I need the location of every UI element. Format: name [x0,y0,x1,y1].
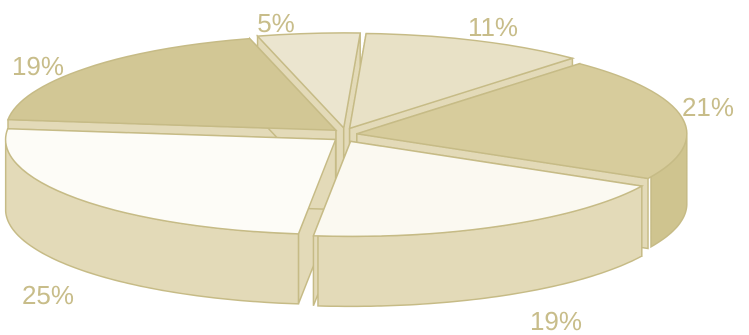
pie-slice-2 [356,62,688,180]
slice-2-label: 21% [682,92,734,122]
pie-slice-3 [312,140,645,238]
slice-3-label: 19% [530,306,582,335]
pie-slice-4 [4,128,337,235]
slice-1-label: 11% [468,12,518,42]
slice-0-label: 5% [257,8,295,38]
pie-slice-0 [255,32,362,130]
pie-labels: 5% 11% 21% 19% 25% 19% [12,8,734,335]
slice-4-label: 25% [22,280,74,310]
slice-5-label: 19% [12,51,64,81]
pie-tops [4,32,688,238]
pie-slice-1 [348,32,576,130]
pie-slice-5 [6,37,338,132]
